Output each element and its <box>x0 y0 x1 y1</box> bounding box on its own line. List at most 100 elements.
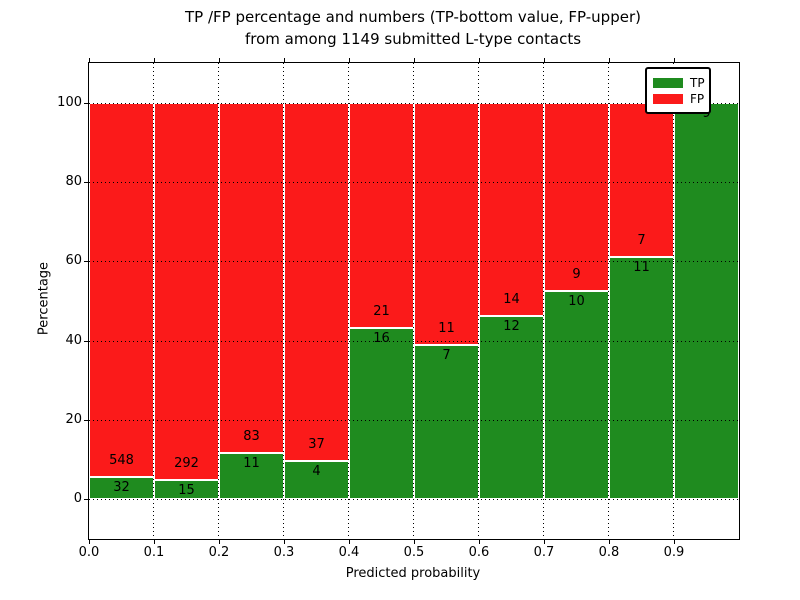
vertical-gridline <box>283 63 284 539</box>
tp-count-label: 11 <box>243 455 260 471</box>
tp-count-label: 16 <box>373 330 390 346</box>
y-tick-mark <box>84 499 88 501</box>
x-tick-label: 0.6 <box>468 545 490 560</box>
y-tick-mark <box>84 340 88 342</box>
y-tick-label: 20 <box>65 412 82 427</box>
y-tick-mark <box>84 182 88 183</box>
x-tick-mark-top <box>674 58 675 62</box>
x-tick-mark-top <box>284 58 285 62</box>
fp-bar-segment <box>414 102 479 346</box>
x-tick-label: 0.2 <box>208 545 230 560</box>
vertical-gridline <box>673 63 674 539</box>
tp-count-label: 10 <box>568 293 585 309</box>
tp-bar-segment <box>609 256 674 500</box>
x-tick-mark-top <box>154 58 155 62</box>
x-tick-label: 0.3 <box>273 545 295 560</box>
x-tick-label: 0.9 <box>663 545 685 560</box>
vertical-gridline <box>478 63 479 539</box>
x-tick-mark <box>479 540 480 544</box>
x-tick-mark-top <box>544 58 545 62</box>
x-tick-mark <box>219 540 220 544</box>
fp-count-label: 548 <box>109 453 134 469</box>
legend: TP FP <box>645 67 711 114</box>
x-tick-mark <box>154 540 155 544</box>
plot-area: 54832292158311374211611714129107119 TP F… <box>88 62 740 540</box>
vertical-gridline <box>348 63 349 539</box>
tp-count-label: 7 <box>442 348 451 364</box>
x-tick-mark-top <box>349 58 350 62</box>
x-tick-mark <box>609 540 610 544</box>
vertical-gridline <box>543 63 544 539</box>
x-axis-label: Predicted probability <box>345 566 481 581</box>
y-tick-mark <box>84 420 88 421</box>
x-tick-label: 0.8 <box>598 545 620 560</box>
horizontal-gridline <box>89 261 739 263</box>
fp-bar-segment <box>544 102 609 291</box>
fp-swatch-icon <box>653 94 683 104</box>
fp-bar-segment <box>154 102 219 480</box>
x-tick-mark <box>544 540 545 544</box>
tp-swatch-icon <box>653 78 683 88</box>
vertical-gridline <box>218 63 219 539</box>
y-tick-label: 80 <box>65 174 82 189</box>
x-tick-mark <box>89 540 90 544</box>
vertical-gridline <box>608 63 609 539</box>
tp-bar-segment <box>349 327 414 500</box>
tp-count-label: 12 <box>503 319 520 335</box>
legend-label-fp: FP <box>690 92 705 106</box>
tp-bar-segment <box>544 290 609 500</box>
tp-bar-segment <box>479 316 544 500</box>
x-tick-label: 0.1 <box>143 545 165 560</box>
y-tick-label: 60 <box>65 253 82 269</box>
tp-count-label: 4 <box>312 463 321 479</box>
fp-bar-segment <box>284 102 349 461</box>
x-tick-label: 0.5 <box>403 545 425 560</box>
x-tick-mark-top <box>609 58 610 62</box>
y-tick-label: 40 <box>65 332 82 348</box>
x-tick-mark <box>674 540 675 544</box>
horizontal-gridline <box>89 499 739 501</box>
horizontal-gridline <box>89 420 739 421</box>
fp-count-label: 21 <box>373 303 390 319</box>
fp-bar-segment <box>219 102 284 453</box>
tp-count-label: 11 <box>633 259 650 275</box>
x-tick-mark <box>414 540 415 544</box>
y-tick-mark <box>84 102 88 104</box>
tp-count-label: 15 <box>178 482 195 498</box>
fp-count-label: 9 <box>572 266 581 282</box>
fp-count-label: 11 <box>438 321 455 337</box>
fp-count-label: 292 <box>174 455 199 471</box>
horizontal-gridline <box>89 102 739 104</box>
x-tick-mark-top <box>479 58 480 62</box>
fp-count-label: 83 <box>243 428 260 444</box>
vertical-gridline <box>413 63 414 539</box>
tp-bar-segment <box>414 345 479 500</box>
legend-label-tp: TP <box>690 76 705 90</box>
vertical-gridline <box>153 63 154 539</box>
chart-title-line2: from among 1149 submitted L-type contact… <box>244 30 582 48</box>
horizontal-gridline <box>89 182 739 183</box>
tp-bar-segment <box>674 102 739 500</box>
fp-count-label: 7 <box>637 232 646 248</box>
x-tick-mark-top <box>219 58 220 62</box>
x-tick-label: 0.0 <box>78 545 100 560</box>
legend-row-fp: FP <box>653 92 705 106</box>
x-tick-mark <box>349 540 350 544</box>
fp-bar-segment <box>479 102 544 317</box>
fp-bar-segment <box>349 102 414 328</box>
tp-bar-segment <box>284 460 349 500</box>
y-tick-mark <box>84 261 88 263</box>
x-tick-label: 0.4 <box>338 545 360 560</box>
y-tick-label: 0 <box>73 491 82 507</box>
x-tick-mark-top <box>414 58 415 62</box>
tp-count-label: 32 <box>113 480 130 496</box>
fp-count-label: 37 <box>308 436 325 452</box>
chart-title-line1: TP /FP percentage and numbers (TP-bottom… <box>185 8 641 26</box>
x-tick-mark <box>284 540 285 544</box>
x-tick-mark-top <box>89 58 90 62</box>
x-tick-label: 0.7 <box>533 545 555 560</box>
y-axis-label: Percentage <box>36 261 52 336</box>
horizontal-gridline <box>89 340 739 342</box>
fp-bar-segment <box>89 102 154 478</box>
